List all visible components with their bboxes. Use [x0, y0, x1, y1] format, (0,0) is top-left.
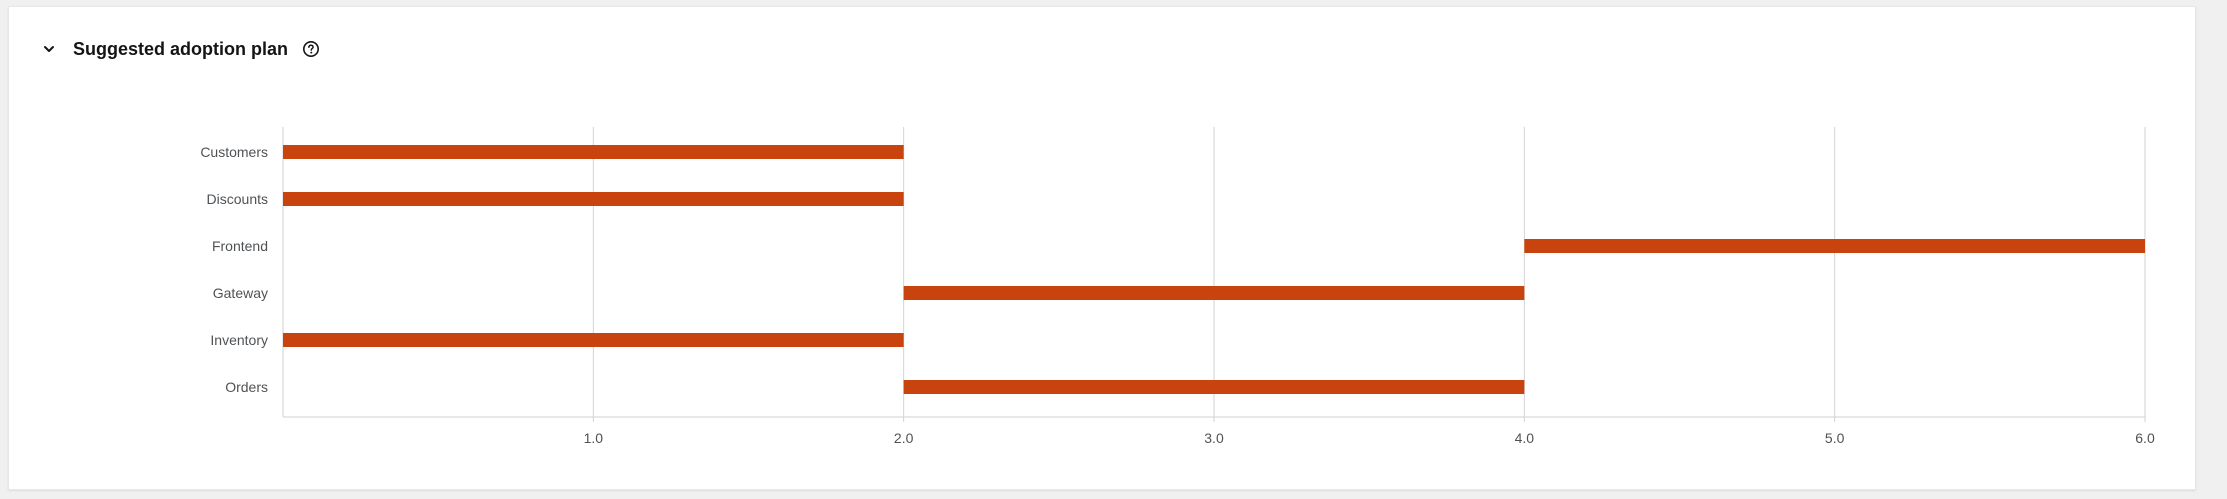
adoption-plan-chart: 1.0 2.0 3.0 4.0 5.0 6.0 Customers Discounts Fron…: [200, 127, 2155, 446]
bar-customers[interactable]: [283, 145, 904, 159]
y-category-label: Inventory: [210, 332, 268, 348]
bar-inventory[interactable]: [283, 333, 904, 347]
adoption-plan-card: Suggested adoption plan 1.0 2.0 3.0 4.0 5.0 6…: [8, 6, 2196, 490]
chevron-down-icon: [44, 46, 54, 52]
x-tick-label: 4.0: [1515, 430, 1535, 446]
y-category-label: Orders: [225, 379, 268, 395]
help-button[interactable]: [302, 40, 320, 58]
bar-gateway[interactable]: [903, 286, 1525, 300]
card-title: Suggested adoption plan: [73, 38, 288, 59]
y-category-label: Discounts: [207, 191, 268, 207]
card-header: Suggested adoption plan: [31, 29, 320, 69]
y-category-label: Frontend: [212, 238, 268, 254]
x-tick-label: 2.0: [894, 430, 914, 446]
x-tick-label: 5.0: [1825, 430, 1845, 446]
x-tick-label: 3.0: [1204, 430, 1224, 446]
x-tick-label: 1.0: [584, 430, 604, 446]
bar-frontend[interactable]: [1524, 239, 2145, 253]
y-category-label: Gateway: [213, 285, 268, 301]
y-category-label: Customers: [200, 144, 268, 160]
bar-discounts[interactable]: [283, 192, 904, 206]
expand-toggle-button[interactable]: [31, 31, 67, 67]
bar-orders[interactable]: [903, 380, 1525, 394]
x-tick-label: 6.0: [2135, 430, 2155, 446]
help-circle-icon: [303, 41, 319, 57]
